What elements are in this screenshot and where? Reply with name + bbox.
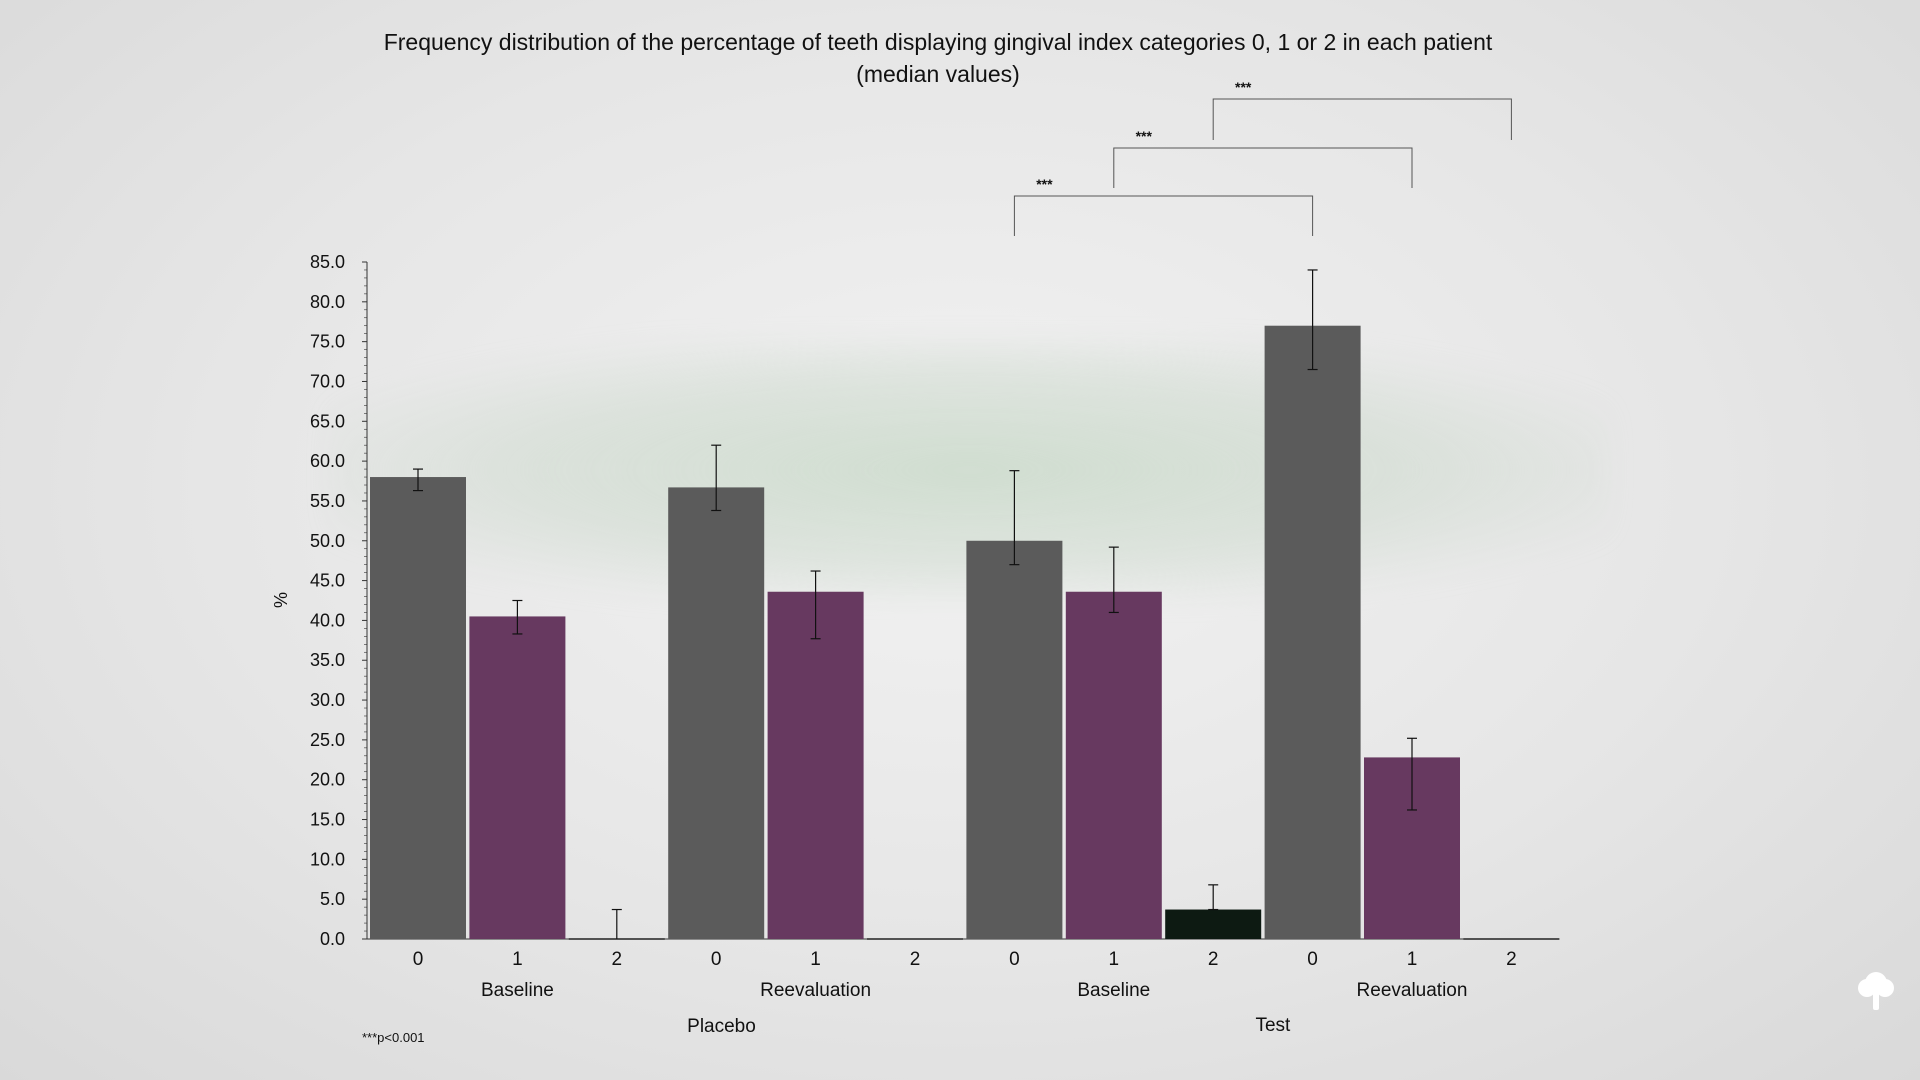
x-category-label: 2 [1506,949,1517,970]
x-timepoint-label: Reevaluation [1357,980,1468,1001]
y-tick-label: 65.0 [310,411,345,431]
bar [1165,909,1262,939]
significance-label: *** [1036,176,1053,192]
footnote: ***p<0.001 [362,1030,425,1045]
y-tick-label: 30.0 [310,690,345,710]
x-category-label: 2 [1208,949,1219,970]
significance-bracket [1113,147,1413,188]
x-category-label: 0 [1009,949,1020,970]
y-tick-label: 50.0 [310,531,345,551]
bar [668,487,765,939]
significance-label: *** [1235,79,1252,95]
x-timepoint-label: Baseline [1077,980,1150,1001]
bar [469,616,566,939]
bar [1065,591,1162,939]
significance-bracket [1013,195,1314,236]
tree-logo-icon [1858,972,1894,1010]
y-tick-label: 5.0 [320,889,345,909]
y-tick-label: 60.0 [310,451,345,471]
y-tick-label: 70.0 [310,371,345,391]
y-tick-label: 45.0 [310,571,345,591]
bar [1264,325,1361,939]
chart-title-line-2: (median values) [856,61,1020,87]
significance-label: *** [1136,128,1153,144]
y-tick-label: 25.0 [310,730,345,750]
y-tick-label: 35.0 [310,650,345,670]
x-category-label: 0 [413,949,424,970]
y-tick-label: 20.0 [310,770,345,790]
y-tick-label: 40.0 [310,610,345,630]
x-category-label: 2 [910,949,921,970]
bar [370,477,466,939]
bar [966,540,1063,939]
significance-bracket [1212,98,1512,140]
x-timepoint-label: Baseline [481,980,554,1001]
x-category-label: 2 [612,949,623,970]
x-category-label: 1 [1109,949,1120,970]
y-tick-label: 80.0 [310,292,345,312]
x-category-label: 1 [512,949,523,970]
x-treatment-label: Test [1255,1015,1291,1036]
y-tick-label: 10.0 [310,849,345,869]
y-axis-label: % [271,592,291,608]
bar [767,591,864,939]
chart-title: Frequency distribution of the percentage… [0,26,1876,90]
x-treatment-label: Placebo [687,1016,756,1037]
y-tick-label: 85.0 [310,252,345,272]
x-category-label: 0 [1307,949,1318,970]
y-tick-label: 55.0 [310,491,345,511]
y-tick-label: 75.0 [310,332,345,352]
x-category-label: 1 [1407,949,1418,970]
y-tick-label: 0.0 [320,929,345,949]
x-category-label: 1 [810,949,821,970]
x-category-label: 0 [711,949,722,970]
x-timepoint-label: Reevaluation [760,980,871,1001]
y-tick-label: 15.0 [310,810,345,830]
chart-title-line-1: Frequency distribution of the percentage… [383,29,1493,55]
